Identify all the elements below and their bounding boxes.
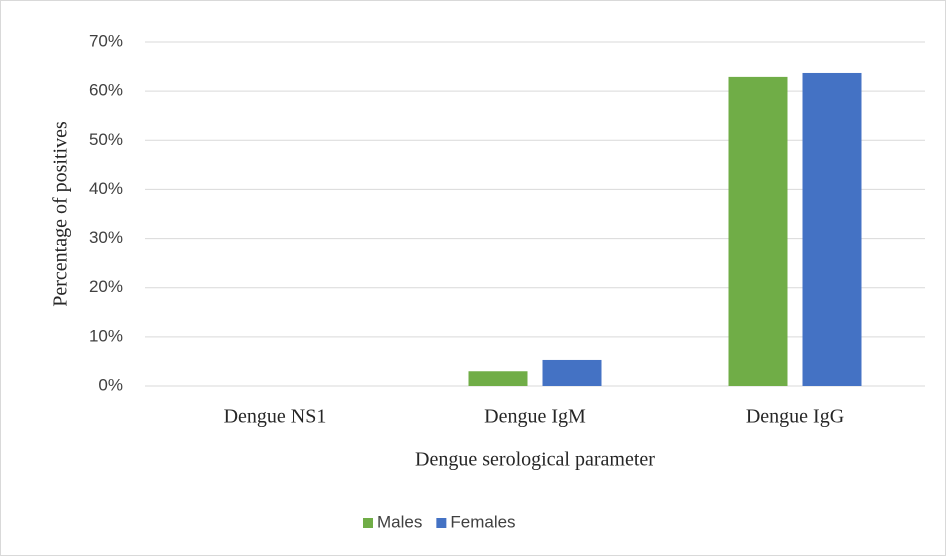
x-tick-label: Dengue NS1 [224,406,327,428]
y-axis-title: Percentage of positives [50,121,72,307]
x-tick-label: Dengue IgM [484,406,586,428]
x-tick-label: Dengue IgG [746,406,844,428]
y-tick-label: 50% [89,130,123,149]
legend-label: Males [377,512,422,531]
y-tick-label: 0% [98,375,123,394]
legend-swatch [436,518,447,528]
y-tick-label: 70% [89,31,123,50]
bar [542,359,602,386]
x-axis-title: Dengue serological parameter [415,449,655,471]
bar [728,76,788,387]
y-tick-label: 30% [89,228,123,247]
y-tick-label: 40% [89,179,123,198]
bar [802,72,862,387]
bar [468,371,528,386]
y-tick-label: 20% [89,277,123,296]
legend-label: Females [450,512,515,531]
y-tick-label: 10% [89,326,123,345]
legend-swatch [363,518,373,528]
y-tick-label: 60% [89,81,123,100]
